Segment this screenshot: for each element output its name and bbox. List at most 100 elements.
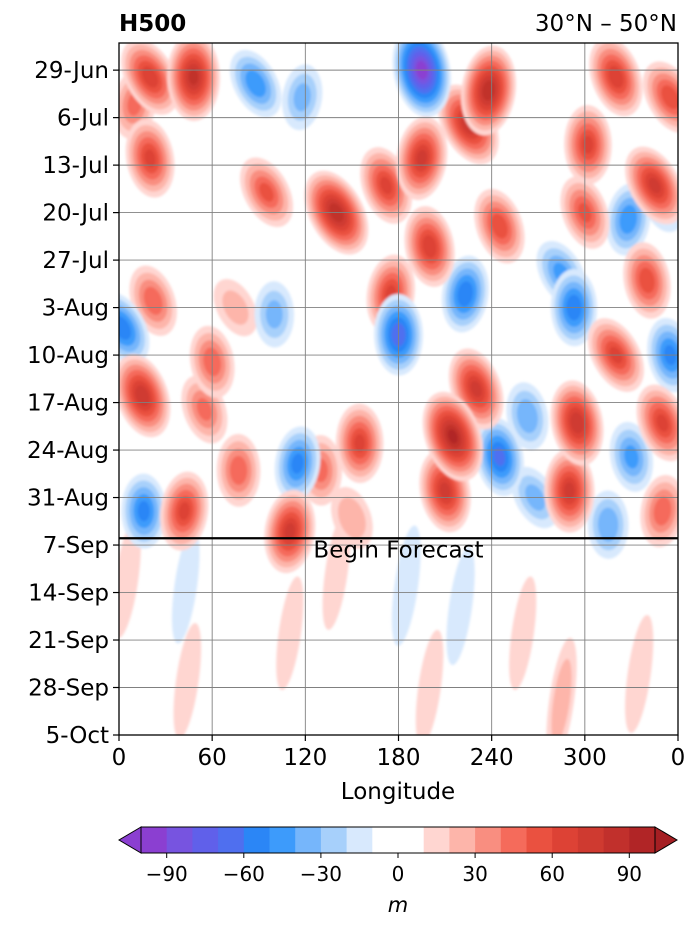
colorbar-swatch [552,827,579,853]
anomaly-contour [439,482,451,500]
x-tick-label: 180 [377,745,421,771]
colorbar-swatch [423,827,450,853]
colorbar-swatch [500,827,527,853]
anomaly-contour [625,614,654,733]
colorbar-swatch [192,827,219,853]
anomaly-contour [493,447,506,466]
forecast-marker: Begin Forecast [119,537,678,563]
anomaly-contour [322,514,351,630]
y-tick-label: 3-Aug [42,296,109,322]
colorbar-swatch [346,827,373,853]
colorbar-extend-low [118,826,142,854]
anomaly-contour [380,176,393,195]
anomaly-contour [276,576,304,691]
anomaly-contour [624,445,639,469]
anomaly-contour [171,528,200,644]
anomaly-contour [661,85,678,110]
chart-title-right: 30°N – 50°N [535,11,677,37]
anomaly-contour [293,83,311,112]
anomaly-contour [551,658,572,735]
anomaly-contour [173,623,202,735]
anomaly-contour [337,497,366,539]
anomaly-contour [448,429,458,444]
colorbar-tick-label: 0 [392,862,405,886]
colorbar-label: m [388,893,408,917]
anomaly-contour [135,385,150,407]
colorbar: −90 −60 −30 0 30 60 90 [118,826,678,886]
anomaly-contour [509,576,537,691]
y-tick-label: 6-Jul [57,106,109,132]
colorbar-swatch [295,827,322,853]
colorbar-tick-label: 60 [539,862,564,886]
colorbar-swatch [603,827,630,853]
colorbar-swatch [449,827,476,853]
colorbar-tick-label: 30 [462,862,487,886]
anomaly-contour [653,496,672,526]
anomaly-contour [608,65,624,89]
x-tick-label: 120 [283,745,327,771]
anomaly-contour [119,519,141,638]
anomaly-contour [144,149,156,168]
colorbar-swatch [320,827,348,853]
anomaly-contour [391,525,421,647]
y-tick-label: 24-Aug [27,438,109,464]
anomaly-contour [516,399,538,434]
y-tick-label: 5-Oct [46,723,109,749]
anomaly-contour [354,434,366,453]
chart-title-left: H500 [119,11,186,37]
anomaly-contour [245,70,266,98]
y-tick-label: 21-Sep [28,628,109,654]
colorbar-swatch [475,827,502,853]
anomaly-contour [119,316,132,340]
colorbar-swatch [243,827,270,853]
anomaly-contour [141,66,159,88]
anomaly-contour [491,213,508,239]
anomaly-contour [648,177,661,194]
forecast-label: Begin Forecast [313,537,483,563]
y-tick-label: 20-Jul [42,201,109,227]
anomaly-contour [597,507,619,542]
colorbar-extend-high [654,826,678,854]
anomaly-contour [570,412,584,434]
anomaly-contour [416,150,427,167]
anomaly-field [119,43,678,735]
y-tick-label: 14-Sep [28,581,109,607]
colorbar-swatch [372,827,425,853]
y-tick-label: 31-Aug [27,486,109,512]
anomaly-contour [137,500,150,522]
colorbar-swatch [629,827,656,853]
y-tick-label: 10-Aug [27,343,109,369]
anomaly-contour [196,398,213,421]
colorbar-swatch [269,827,296,853]
y-tick-label: 27-Jul [42,248,109,274]
anomaly-contour [639,267,655,294]
colorbar-swatch [526,827,553,853]
colorbar-swatch [218,827,245,853]
anomaly-contour [178,502,190,521]
y-axis: 29-Jun 6-Jul 13-Jul 20-Jul 27-Jul 3-Aug 10-Aug… [27,58,119,749]
x-tick-label: 0 [112,745,127,771]
y-tick-label: 17-Aug [27,391,109,417]
x-tick-label: 0 [671,745,686,771]
colorbar-tick-label: 90 [617,862,642,886]
anomaly-contour [229,455,248,485]
anomaly-contour [564,482,575,500]
anomaly-contour [446,547,475,666]
colorbar-swatch [141,827,168,853]
x-tick-label: 240 [470,745,514,771]
anomaly-contour [422,234,437,259]
y-tick-label: 7-Sep [43,533,109,559]
anomaly-contour [656,414,669,432]
x-tick-label: 300 [563,745,607,771]
x-tick-label: 60 [198,745,227,771]
y-tick-label: 29-Jun [34,58,109,84]
anomaly-contour [291,453,304,474]
y-tick-label: 28-Sep [28,676,109,702]
anomaly-contour [470,380,482,398]
anomaly-contour [259,182,274,202]
colorbar-tick-label: −90 [146,862,188,886]
x-axis: 0 60 120 180 240 300 0 [112,735,686,771]
anomaly-contour [457,281,474,307]
colorbar-swatch [166,827,193,853]
